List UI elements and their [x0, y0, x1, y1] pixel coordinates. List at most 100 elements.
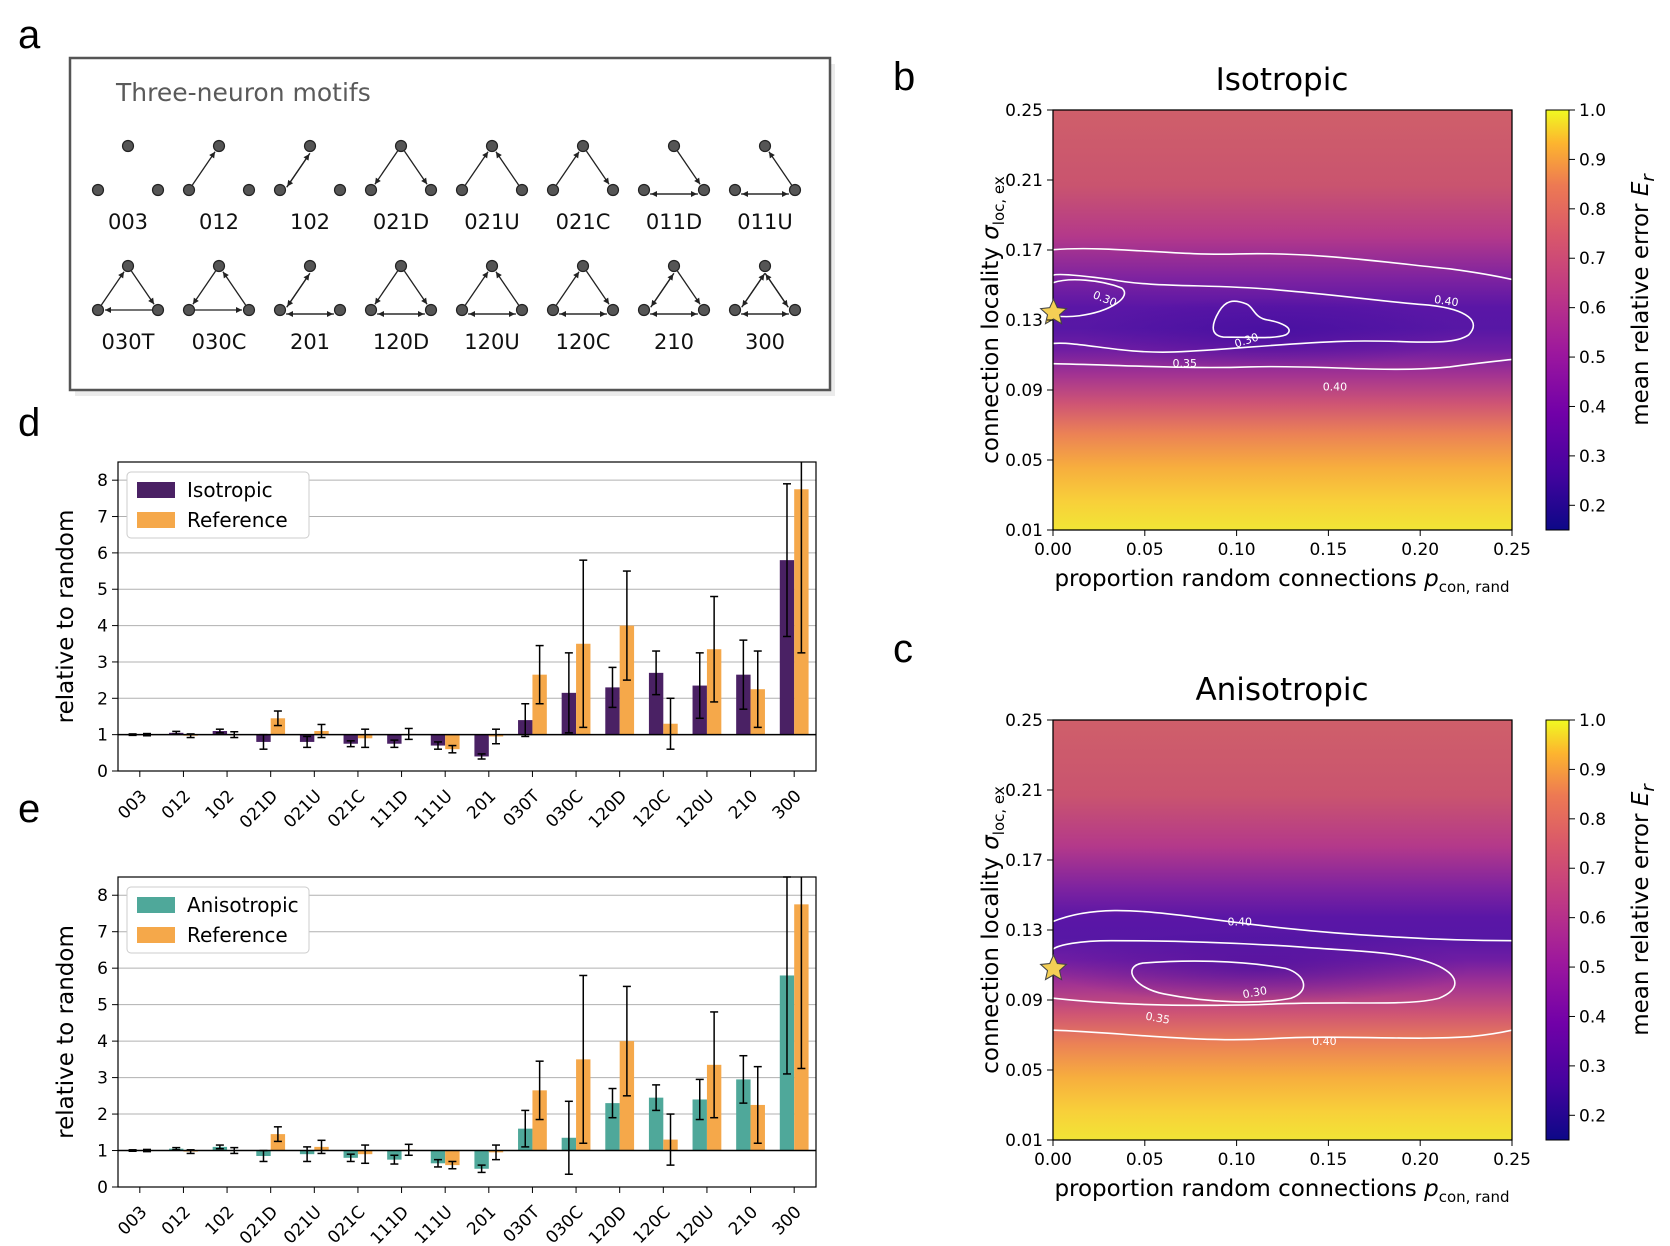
colorbar-tick-label: 0.7	[1579, 249, 1606, 269]
x-tick-label: 012	[158, 786, 195, 823]
motif-label: 021C	[556, 210, 611, 234]
colorbar-tick-label: 0.5	[1579, 958, 1606, 978]
motif-label: 021U	[464, 210, 519, 234]
x-tick-label: 300	[769, 1202, 806, 1239]
colorbar-tick-label: 1.0	[1579, 711, 1606, 731]
x-tick-label: 210	[725, 1202, 762, 1239]
contour-label-035: 0.35	[1173, 357, 1198, 370]
contour-label-040-lower: 0.40	[1312, 1035, 1337, 1048]
contour-035	[1053, 273, 1475, 354]
motif-label: 003	[108, 210, 148, 234]
legend-swatch	[137, 927, 175, 943]
star-marker	[1039, 953, 1068, 981]
colorbar-tick-label: 0.9	[1579, 760, 1606, 780]
colorbar-tick-label: 0.2	[1579, 496, 1606, 516]
colorbar-ticks: 0.2 0.3 0.4 0.5 0.6 0.7 0.8 0.9 1.0	[1569, 101, 1606, 516]
colorbar-tick-label: 0.8	[1579, 810, 1606, 830]
y-tick-label: 0.13	[1005, 921, 1043, 941]
x-tick-label: 021C	[324, 786, 369, 831]
x-tick-label: 0.25	[1493, 1150, 1531, 1170]
motif-label: 300	[745, 330, 785, 354]
contour-label-030: 0.30	[1242, 984, 1268, 1001]
x-tick-label: 111D	[367, 1202, 413, 1246]
x-tick-label: 0.00	[1034, 540, 1072, 560]
y-tick-label: 1	[97, 1142, 108, 1162]
x-tick-label: 120C	[629, 1202, 674, 1246]
y-tick-label: 0.17	[1005, 241, 1043, 261]
contour-030-right	[1212, 300, 1290, 339]
colorbar-tick-label: 0.6	[1579, 299, 1606, 319]
y-tick-label: 2	[97, 689, 108, 709]
star-marker	[1039, 297, 1068, 325]
y-tick-label: 7	[97, 923, 108, 943]
y-tick-label: 2	[97, 1105, 108, 1125]
motif-diagrams: 003 012 102 021D 021U 021C 011D 011U 030T 030C 201…	[91, 139, 802, 354]
x-tick-label: 021D	[236, 1202, 282, 1246]
y-tick-label: 5	[97, 580, 108, 600]
colorbar-tick-label: 0.6	[1579, 909, 1606, 929]
colorbar-label: mean relative error Er	[1628, 173, 1659, 426]
bar-isotropic-111D	[387, 734, 402, 744]
x-tick-label: 0.10	[1218, 1150, 1256, 1170]
bar-isotropic-120D	[605, 687, 620, 735]
motif-011U: 011U	[728, 139, 802, 234]
y-tick-label: 0.17	[1005, 851, 1043, 871]
y-tick-label: 0.05	[1005, 451, 1043, 471]
bar-reference-030T	[532, 674, 547, 735]
x-tick-label: 210	[725, 786, 762, 823]
x-tick-label: 0.20	[1401, 1150, 1439, 1170]
contour-040-lower	[1053, 1029, 1513, 1041]
x-tick-label: 0.10	[1218, 540, 1256, 560]
motif-012: 012	[182, 139, 256, 234]
colorbar-tick-label: 0.2	[1579, 1106, 1606, 1126]
contour-label-040-lower: 0.40	[1323, 380, 1348, 393]
y-tick-label: 0	[97, 1178, 108, 1198]
x-tick-label: 0.20	[1401, 540, 1439, 560]
x-tick-label: 201	[463, 786, 500, 823]
y-tick-label: 0.25	[1005, 101, 1043, 121]
y-tick-label: 4	[97, 1032, 108, 1052]
heatmap-x-ticks: 0.00 0.05 0.10 0.15 0.20 0.25	[1034, 1140, 1531, 1170]
motif-210: 210	[637, 259, 711, 354]
x-tick-label: 0.05	[1126, 1150, 1164, 1170]
heatmap-isotropic: Isotropic 0.30 0.30 0.35 0.40 0.40 0.00 0…	[978, 62, 1659, 596]
y-tick-label: 0.25	[1005, 711, 1043, 731]
bar-anisotropic-201	[474, 1150, 489, 1169]
plot-frame	[117, 461, 817, 772]
motif-label: 012	[199, 210, 239, 234]
x-tick-label: 021D	[236, 786, 282, 832]
motif-label: 030T	[102, 330, 155, 354]
motif-label: 120U	[464, 330, 519, 354]
y-tick-label: 6	[97, 959, 108, 979]
legend-swatch	[137, 897, 175, 913]
motif-003: 003	[91, 139, 165, 234]
y-tick-label: 0.21	[1005, 781, 1043, 801]
x-tick-label: 102	[202, 786, 239, 823]
colorbar-tick-label: 0.8	[1579, 200, 1606, 220]
motif-011D: 011D	[637, 139, 711, 234]
motif-201: 201	[273, 259, 347, 354]
legend-label: Anisotropic	[187, 893, 299, 917]
contour-040-lower	[1053, 358, 1513, 371]
x-tick-label: 120D	[585, 786, 631, 832]
legend-label: Isotropic	[187, 478, 273, 502]
panel-letter-b: b	[893, 55, 915, 99]
motif-021C: 021C	[546, 139, 620, 234]
x-tick-label: 003	[114, 786, 151, 823]
motif-label: 201	[290, 330, 330, 354]
motif-120U: 120U	[455, 259, 529, 354]
legend-swatch	[137, 512, 175, 528]
motif-label: 120C	[556, 330, 611, 354]
x-tick-label: 201	[463, 1202, 500, 1239]
bar-reference-021D	[270, 1134, 286, 1151]
colorbar-tick-label: 0.3	[1579, 1057, 1606, 1077]
heatmap-x-label: proportion random connections pcon, rand	[1054, 1176, 1509, 1206]
colorbar-tick-label: 0.9	[1579, 150, 1606, 170]
x-tick-label: 0.05	[1126, 540, 1164, 560]
motif-120D: 120D	[364, 259, 438, 354]
x-tick-label: 0.00	[1034, 1150, 1072, 1170]
y-tick-label: 6	[97, 544, 108, 564]
contour-030-left	[1053, 279, 1126, 318]
x-tick-label: 0.15	[1309, 1150, 1347, 1170]
bar-reference-030T	[532, 1090, 547, 1151]
